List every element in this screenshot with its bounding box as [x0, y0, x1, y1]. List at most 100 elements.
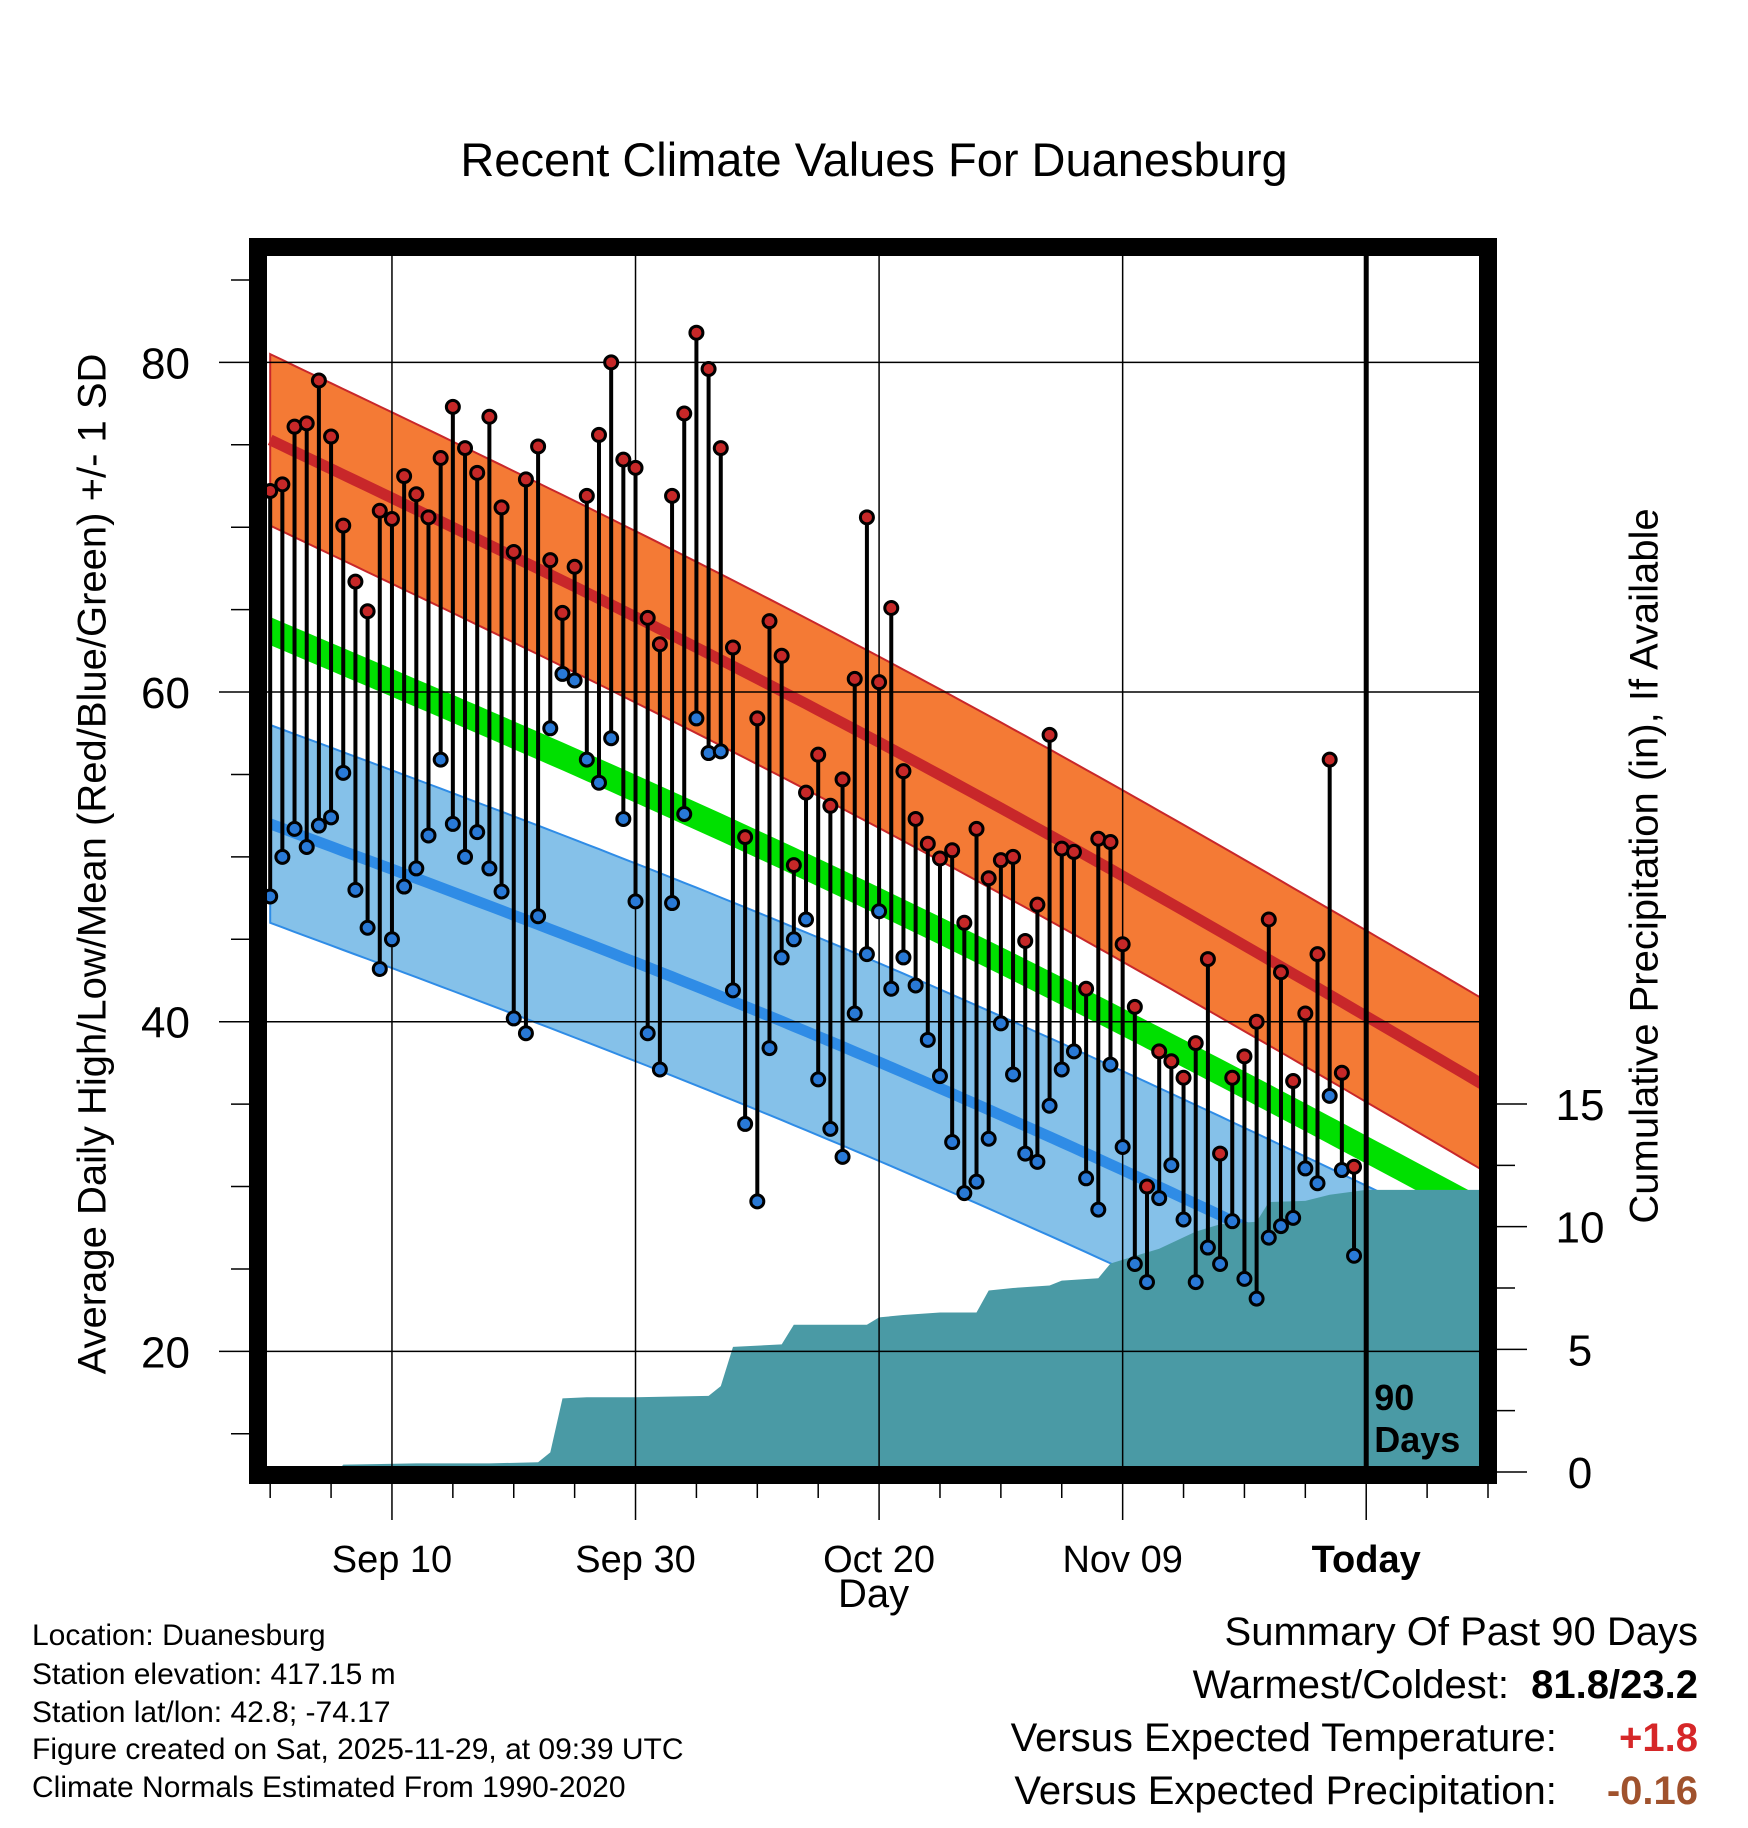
daily-low-point: [907, 977, 924, 994]
daily-high-point: [651, 636, 668, 653]
daily-high-point: [1297, 1005, 1314, 1022]
daily-high-point: [432, 449, 449, 466]
daily-high-point: [761, 613, 778, 630]
daily-low-point: [1053, 1061, 1070, 1078]
daily-low-point: [822, 1120, 839, 1137]
daily-high-point: [980, 870, 997, 887]
daily-low-point: [420, 827, 437, 844]
daily-low-point: [1078, 1170, 1095, 1187]
daily-high-point: [1102, 834, 1119, 851]
daily-high-point: [1029, 896, 1046, 913]
plot-frame: [249, 238, 1497, 1484]
daily-high-point: [810, 746, 827, 763]
daily-low-point: [1346, 1247, 1363, 1264]
daily-low-point: [761, 1040, 778, 1057]
daily-high-point: [834, 771, 851, 788]
daily-high-point: [420, 509, 437, 526]
daily-low-point: [1041, 1097, 1058, 1114]
daily-low-point: [676, 806, 693, 823]
daily-low-point: [931, 1068, 948, 1085]
daily-high-point: [871, 674, 888, 691]
daily-low-point: [444, 815, 461, 832]
daily-high-point: [274, 476, 291, 493]
daily-high-point: [493, 499, 510, 516]
summary-warmest-label: Warmest/Coldest:: [1192, 1663, 1509, 1707]
daily-low-point: [1224, 1213, 1241, 1230]
daily-low-point: [469, 824, 486, 841]
daily-high-point: [517, 471, 534, 488]
y-axis-label: Average Daily High/Low/Mean (Red/Blue/Gr…: [70, 353, 115, 1375]
daily-low-point: [956, 1185, 973, 1202]
daily-low-point: [919, 1031, 936, 1048]
daily-low-point: [408, 860, 425, 877]
daily-low-point: [1139, 1274, 1156, 1291]
daily-high-point: [1078, 980, 1095, 997]
daily-high-point: [383, 510, 400, 527]
daily-high-point: [530, 438, 547, 455]
daily-high-point: [822, 797, 839, 814]
today-days-number: 90: [1374, 1377, 1414, 1418]
daily-low-point: [1309, 1175, 1326, 1192]
summary-temp-label: Versus Expected Temperature:: [1010, 1716, 1557, 1760]
daily-low-point: [895, 949, 912, 966]
daily-low-point: [298, 838, 315, 855]
y2-tick-label: 15: [1556, 1081, 1605, 1130]
daily-high-point: [798, 784, 815, 801]
info-location: Location: Duanesburg: [32, 1619, 326, 1652]
daily-high-point: [1309, 946, 1326, 963]
daily-high-point: [615, 451, 632, 468]
daily-low-point: [737, 1115, 754, 1132]
daily-high-point: [298, 415, 315, 432]
daily-low-point: [310, 817, 327, 834]
daily-low-point: [1272, 1218, 1289, 1235]
daily-low-point: [992, 1015, 1009, 1032]
daily-low-point: [749, 1193, 766, 1210]
daily-high-point: [1175, 1069, 1192, 1086]
daily-high-point: [1285, 1073, 1302, 1090]
daily-low-point: [627, 893, 644, 910]
daily-low-point: [1321, 1087, 1338, 1104]
y2-tick-label: 10: [1556, 1204, 1605, 1253]
daily-low-point: [968, 1173, 985, 1190]
daily-high-point: [737, 829, 754, 846]
daily-high-point: [712, 440, 729, 457]
daily-low-point: [1187, 1274, 1204, 1291]
daily-high-point: [883, 599, 900, 616]
daily-high-point: [676, 405, 693, 422]
y2-axis-label: Cumulative Precipitation (in), If Availa…: [1622, 508, 1667, 1224]
daily-low-point: [1005, 1066, 1022, 1083]
daily-low-point: [858, 946, 875, 963]
daily-high-point: [1236, 1048, 1253, 1065]
daily-low-point: [1065, 1043, 1082, 1060]
x-tick-label: Oct 20: [823, 1539, 935, 1581]
daily-high-point: [1212, 1145, 1229, 1162]
daily-low-point: [1297, 1160, 1314, 1177]
daily-high-point: [590, 426, 607, 443]
daily-low-point: [432, 751, 449, 768]
daily-high-point: [1272, 964, 1289, 981]
daily-high-point: [603, 354, 620, 371]
daily-low-point: [517, 1025, 534, 1042]
daily-low-point: [883, 980, 900, 997]
daily-high-point: [444, 398, 461, 415]
today-days-word: Days: [1374, 1419, 1460, 1460]
info-normals: Climate Normals Estimated From 1990-2020: [32, 1771, 626, 1804]
daily-high-point: [1260, 911, 1277, 928]
daily-high-point: [1065, 843, 1082, 860]
x-axis-label: Day: [838, 1572, 910, 1616]
y2-tick-label: 0: [1568, 1449, 1592, 1498]
y-tick-label: 60: [141, 669, 190, 718]
daily-low-point: [664, 895, 681, 912]
daily-high-point: [371, 502, 388, 519]
summary-precip-row: Versus Expected Precipitation: -0.16: [1014, 1769, 1698, 1814]
x-tick-label: Sep 30: [575, 1539, 695, 1581]
daily-low-point: [944, 1134, 961, 1151]
daily-low-point: [1102, 1056, 1119, 1073]
daily-low-point: [396, 878, 413, 895]
daily-low-point: [846, 1005, 863, 1022]
daily-low-point: [1212, 1256, 1229, 1273]
x-tick-label: Today: [1312, 1539, 1421, 1581]
daily-high-point: [931, 850, 948, 867]
daily-low-point: [712, 743, 729, 760]
daily-high-point: [505, 543, 522, 560]
